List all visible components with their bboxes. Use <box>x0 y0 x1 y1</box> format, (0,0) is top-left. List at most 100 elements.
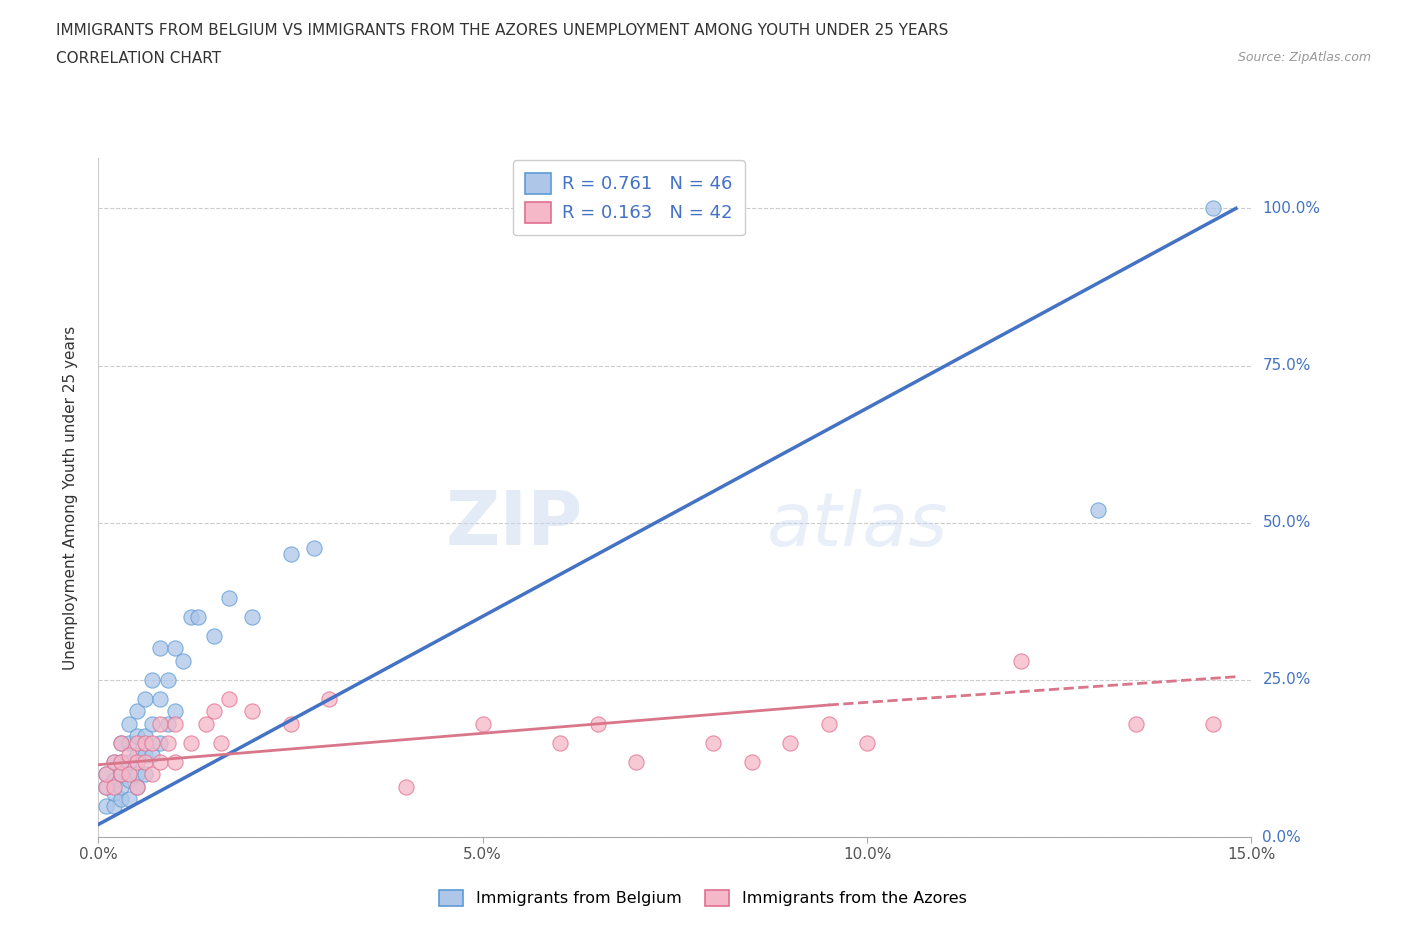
Point <box>134 736 156 751</box>
Point <box>94 766 117 781</box>
Point <box>125 748 148 763</box>
Point <box>156 716 179 731</box>
Point <box>218 591 240 605</box>
Point <box>125 779 148 794</box>
Point <box>103 786 125 801</box>
Point <box>110 766 132 781</box>
Point <box>118 736 141 751</box>
Point <box>218 691 240 706</box>
Point <box>165 704 187 719</box>
Legend: Immigrants from Belgium, Immigrants from the Azores: Immigrants from Belgium, Immigrants from… <box>433 884 973 912</box>
Point <box>395 779 418 794</box>
Point <box>548 736 571 751</box>
Point <box>149 736 172 751</box>
Text: ZIP: ZIP <box>446 488 582 561</box>
Point <box>702 736 724 751</box>
Point <box>94 779 117 794</box>
Text: atlas: atlas <box>768 488 949 561</box>
Point <box>110 779 132 794</box>
Point <box>1125 716 1147 731</box>
Point <box>110 754 132 769</box>
Point <box>103 798 125 813</box>
Point <box>280 716 302 731</box>
Point <box>125 779 148 794</box>
Point <box>141 672 163 687</box>
Point <box>471 716 494 731</box>
Point <box>1202 716 1225 731</box>
Y-axis label: Unemployment Among Youth under 25 years: Unemployment Among Youth under 25 years <box>63 326 77 670</box>
Text: CORRELATION CHART: CORRELATION CHART <box>56 51 221 66</box>
Point <box>741 754 763 769</box>
Point <box>180 609 202 624</box>
Point <box>110 754 132 769</box>
Point <box>125 754 148 769</box>
Point <box>103 773 125 788</box>
Point <box>103 779 125 794</box>
Point <box>856 736 879 751</box>
Point <box>110 791 132 806</box>
Text: 50.0%: 50.0% <box>1263 515 1310 530</box>
Point <box>134 729 156 744</box>
Point <box>125 704 148 719</box>
Point <box>118 773 141 788</box>
Point <box>817 716 839 731</box>
Point <box>149 641 172 656</box>
Point <box>125 736 148 751</box>
Point <box>156 736 179 751</box>
Point <box>149 716 172 731</box>
Point <box>110 736 132 751</box>
Point <box>110 736 132 751</box>
Point <box>1202 201 1225 216</box>
Point <box>94 798 117 813</box>
Point <box>141 736 163 751</box>
Point <box>141 748 163 763</box>
Point <box>1087 503 1109 518</box>
Point <box>202 704 225 719</box>
Text: 100.0%: 100.0% <box>1263 201 1320 216</box>
Legend: R = 0.761   N = 46, R = 0.163   N = 42: R = 0.761 N = 46, R = 0.163 N = 42 <box>513 160 745 235</box>
Point <box>134 748 156 763</box>
Point <box>172 654 194 669</box>
Point <box>103 754 125 769</box>
Text: IMMIGRANTS FROM BELGIUM VS IMMIGRANTS FROM THE AZORES UNEMPLOYMENT AMONG YOUTH U: IMMIGRANTS FROM BELGIUM VS IMMIGRANTS FR… <box>56 23 949 38</box>
Point <box>779 736 801 751</box>
Text: 75.0%: 75.0% <box>1263 358 1310 373</box>
Text: Source: ZipAtlas.com: Source: ZipAtlas.com <box>1237 51 1371 64</box>
Text: 25.0%: 25.0% <box>1263 672 1310 687</box>
Point <box>125 766 148 781</box>
Point <box>1010 654 1032 669</box>
Point <box>180 736 202 751</box>
Point <box>125 729 148 744</box>
Point <box>94 779 117 794</box>
Point <box>165 754 187 769</box>
Point <box>134 691 156 706</box>
Point <box>94 766 117 781</box>
Point <box>141 766 163 781</box>
Point <box>141 716 163 731</box>
Point <box>103 754 125 769</box>
Point <box>187 609 209 624</box>
Point <box>240 609 263 624</box>
Text: 0.0%: 0.0% <box>1263 830 1301 844</box>
Point <box>209 736 232 751</box>
Point <box>118 766 141 781</box>
Point <box>118 754 141 769</box>
Point <box>134 766 156 781</box>
Point <box>165 641 187 656</box>
Point <box>149 691 172 706</box>
Point <box>156 672 179 687</box>
Point <box>118 716 141 731</box>
Point <box>165 716 187 731</box>
Point <box>240 704 263 719</box>
Point <box>134 754 156 769</box>
Point <box>149 754 172 769</box>
Point <box>586 716 609 731</box>
Point <box>626 754 648 769</box>
Point <box>302 540 325 555</box>
Point <box>118 791 141 806</box>
Point <box>318 691 340 706</box>
Point <box>202 629 225 644</box>
Point <box>110 766 132 781</box>
Point <box>195 716 218 731</box>
Point <box>118 748 141 763</box>
